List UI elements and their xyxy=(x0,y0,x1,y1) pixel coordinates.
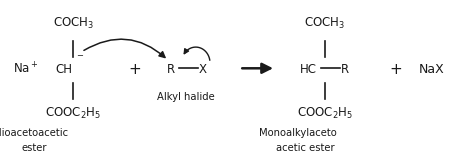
Text: Na$^+$: Na$^+$ xyxy=(13,61,39,77)
Text: CH: CH xyxy=(55,63,73,76)
Text: COCH$_3$: COCH$_3$ xyxy=(304,16,345,31)
Text: Monoalkylaceto: Monoalkylaceto xyxy=(259,128,337,138)
Text: ester: ester xyxy=(21,143,47,153)
Text: +: + xyxy=(129,62,141,77)
Text: COOC$_2$H$_5$: COOC$_2$H$_5$ xyxy=(297,106,353,121)
Text: acetic ester: acetic ester xyxy=(276,143,335,153)
Text: Alkyl halide: Alkyl halide xyxy=(157,92,215,102)
Text: R: R xyxy=(166,63,175,76)
Text: X: X xyxy=(199,63,207,76)
Text: COOC$_2$H$_5$: COOC$_2$H$_5$ xyxy=(46,106,101,121)
Text: Sodioacetoacetic: Sodioacetoacetic xyxy=(0,128,69,138)
Text: HC: HC xyxy=(300,63,317,76)
Text: +: + xyxy=(390,62,402,77)
Text: R: R xyxy=(341,63,349,76)
Text: COCH$_3$: COCH$_3$ xyxy=(53,16,94,31)
Text: NaX: NaX xyxy=(419,63,444,76)
Text: $^{-}$: $^{-}$ xyxy=(75,52,84,65)
